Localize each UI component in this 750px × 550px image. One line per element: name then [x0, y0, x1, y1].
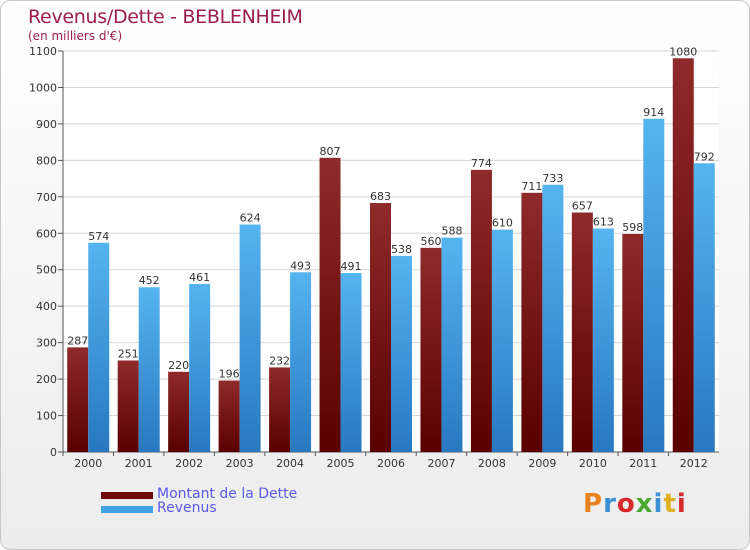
y-tick-label: 500 [36, 264, 57, 277]
bar-dette [218, 380, 240, 452]
y-tick-label: 1000 [29, 81, 57, 94]
data-label-revenus: 461 [189, 271, 210, 284]
bar-dette [269, 367, 291, 452]
bar-revenus [693, 163, 715, 452]
bar-revenus [592, 228, 614, 452]
logo-letter: r [603, 489, 617, 519]
data-label-dette: 560 [420, 235, 441, 248]
data-label-revenus: 538 [391, 243, 412, 256]
x-tick-label: 2011 [629, 457, 657, 470]
data-label-dette: 232 [269, 354, 290, 367]
data-label-revenus: 493 [290, 259, 311, 272]
bar-dette [67, 347, 89, 452]
bar-revenus [290, 272, 312, 452]
logo-letter: o [616, 489, 636, 519]
bar-dette [672, 58, 694, 453]
bar-revenus [491, 229, 513, 452]
bar-revenus [239, 224, 261, 452]
bar-dette [470, 169, 492, 453]
data-label-dette: 774 [471, 157, 492, 170]
data-label-dette: 220 [168, 359, 189, 372]
y-tick-label: 600 [36, 227, 57, 240]
bar-revenus [138, 287, 160, 452]
bar-revenus [441, 237, 463, 452]
logo-letter: i [653, 489, 664, 519]
logo-letter: i [676, 489, 687, 519]
bar-revenus [340, 273, 362, 452]
legend-swatch-dette [101, 492, 153, 499]
bar-dette [370, 203, 391, 452]
data-label-dette: 683 [370, 190, 391, 203]
bar-revenus [88, 242, 110, 452]
x-tick-label: 2006 [377, 457, 405, 470]
data-label-revenus: 491 [341, 260, 362, 273]
bar-revenus [643, 118, 665, 453]
data-label-dette: 1080 [669, 45, 697, 58]
data-label-dette: 807 [320, 145, 341, 158]
bar-revenus [189, 283, 211, 452]
bar-revenus [391, 255, 412, 452]
y-tick-label: 300 [36, 337, 57, 350]
data-label-revenus: 610 [492, 217, 513, 230]
data-label-revenus: 624 [240, 212, 261, 225]
data-label-dette: 598 [622, 221, 643, 234]
x-tick-label: 2002 [175, 457, 203, 470]
y-tick-label: 800 [36, 154, 57, 167]
legend-swatch-revenus [101, 506, 153, 513]
data-label-revenus: 588 [441, 225, 462, 238]
bar-dette [420, 247, 442, 452]
x-tick-label: 2000 [74, 457, 102, 470]
data-label-dette: 251 [118, 347, 139, 360]
data-label-dette: 657 [572, 199, 593, 212]
data-label-revenus: 452 [139, 274, 160, 287]
chart-subtitle: (en milliers d'€) [28, 29, 123, 43]
x-tick-label: 2004 [276, 457, 304, 470]
proxiti-logo: Proxiti [583, 489, 687, 519]
bar-dette [521, 192, 543, 453]
data-label-revenus: 613 [593, 216, 614, 229]
bars [67, 58, 715, 453]
bar-dette [117, 360, 139, 452]
bar-dette [168, 371, 190, 452]
legend-label-revenus: Revenus [157, 500, 217, 516]
y-tick-label: 1100 [29, 45, 57, 58]
data-labels: 287 574 251 452 220 461 196 624 232 493 807 491 683 5… [67, 45, 715, 380]
data-label-revenus: 914 [643, 106, 664, 119]
x-tick-label: 2003 [226, 457, 254, 470]
x-tick-label: 2001 [125, 457, 153, 470]
x-tick-label: 2012 [680, 457, 708, 470]
data-label-revenus: 733 [542, 172, 563, 185]
data-label-dette: 287 [67, 334, 88, 347]
bar-revenus [542, 184, 564, 452]
x-tick-label: 2008 [478, 457, 506, 470]
y-tick-label: 900 [36, 118, 57, 131]
y-tick-label: 0 [50, 446, 57, 459]
x-tick-label: 2007 [427, 457, 455, 470]
y-tick-label: 400 [36, 300, 57, 313]
data-label-dette: 196 [219, 368, 240, 381]
x-tick-label: 2005 [327, 457, 355, 470]
y-tick-label: 200 [36, 373, 57, 386]
x-tick-label: 2009 [528, 457, 556, 470]
y-tick-label: 700 [36, 191, 57, 204]
bar-dette [571, 212, 593, 452]
logo-letter: t [663, 489, 677, 519]
x-tick-label: 2010 [579, 457, 607, 470]
data-label-revenus: 574 [88, 230, 109, 243]
logo-letter: x [635, 489, 654, 519]
data-label-revenus: 792 [694, 150, 715, 163]
bar-dette [622, 234, 644, 452]
chart-title: Revenus/Dette - BEBLENHEIM [28, 6, 303, 28]
legend-label-dette: Montant de la Dette [157, 486, 298, 502]
logo-letter: P [583, 489, 604, 519]
data-label-dette: 711 [521, 180, 542, 193]
y-tick-label: 100 [36, 410, 57, 423]
bar-dette [319, 157, 341, 452]
